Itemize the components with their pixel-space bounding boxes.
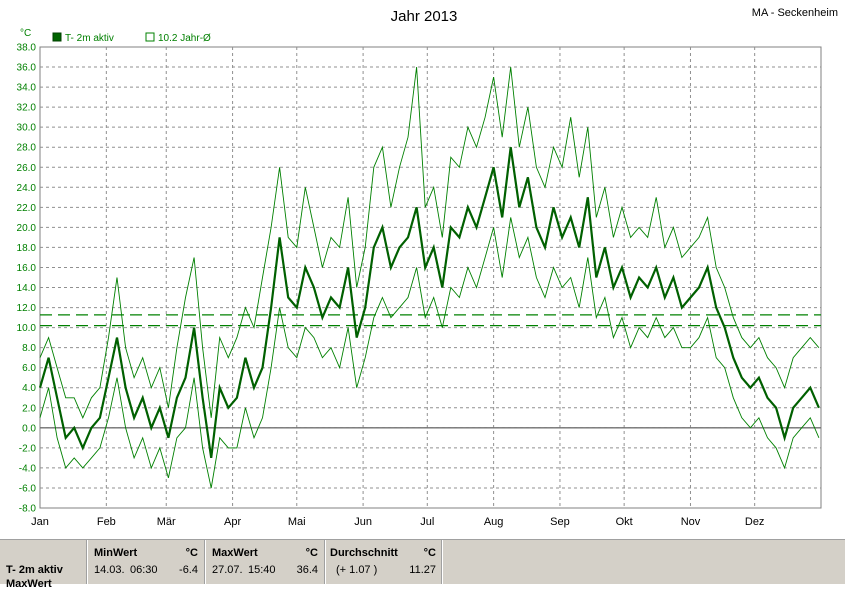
x-axis: Jan Feb Mär Apr Mai Jun Jul Aug Sep Okt Nov Dez bbox=[31, 516, 764, 528]
y-tick-label: 6.0 bbox=[22, 363, 36, 374]
stats-max-header: MaxWert bbox=[212, 547, 258, 559]
location-label: MA - Seckenheim bbox=[752, 7, 838, 19]
stats-avg-value: 11.27 bbox=[409, 564, 436, 576]
x-tick-label: Mär bbox=[157, 516, 176, 528]
y-tick-label: 12.0 bbox=[17, 303, 37, 314]
chart-title: Jahr 2013 bbox=[391, 8, 458, 25]
y-tick-label: 22.0 bbox=[17, 203, 37, 214]
x-tick-label: Mai bbox=[288, 516, 306, 528]
stats-min-date: 14.03. bbox=[94, 564, 125, 576]
y-tick-label: 28.0 bbox=[17, 143, 37, 154]
stats-min-value: -6.4 bbox=[179, 564, 198, 576]
stats-avg-unit: °C bbox=[423, 547, 436, 559]
chart: Jahr 2013 MA - Seckenheim °C T- 2m aktiv… bbox=[17, 7, 838, 528]
x-tick-label: Nov bbox=[681, 516, 701, 528]
stats-min-unit: °C bbox=[185, 547, 198, 559]
stats-avg-delta: (+ 1.07 ) bbox=[336, 564, 378, 576]
y-axis: -8.0 -6.0 -4.0 -2.0 0.0 2.0 4.0 6.0 8.0 10.0 12.0 1… bbox=[17, 43, 37, 515]
x-tick-label: Feb bbox=[97, 516, 116, 528]
series-min-line bbox=[39, 217, 820, 489]
stats-row-label: T- 2m aktiv bbox=[6, 564, 63, 576]
x-tick-label: Okt bbox=[616, 516, 633, 528]
stats-divider bbox=[441, 540, 443, 584]
stats-divider bbox=[204, 540, 206, 584]
stats-max-cell: MaxWert °C 27.07. 15:40 36.4 bbox=[208, 540, 322, 584]
legend-label-average: 10.2 Jahr-Ø bbox=[158, 33, 211, 44]
y-tick-label: -8.0 bbox=[19, 504, 37, 515]
stats-min-cell: MinWert °C 14.03. 06:30 -6.4 bbox=[90, 540, 202, 584]
series bbox=[38, 66, 820, 489]
x-tick-label: Jun bbox=[354, 516, 372, 528]
y-tick-label: 4.0 bbox=[22, 383, 36, 394]
y-tick-label: 32.0 bbox=[17, 103, 37, 114]
legend: T- 2m aktiv 10.2 Jahr-Ø bbox=[52, 32, 211, 44]
x-tick-label: Jan bbox=[31, 516, 49, 528]
y-tick-label: -2.0 bbox=[19, 443, 37, 454]
stats-min-header: MinWert bbox=[94, 547, 138, 559]
x-tick-label: Sep bbox=[550, 516, 570, 528]
x-tick-label: Apr bbox=[224, 516, 241, 528]
legend-label-actual: T- 2m aktiv bbox=[65, 33, 114, 44]
stats-row-label-cell: T- 2m aktiv MaxWert bbox=[6, 540, 86, 590]
stats-bar: T- 2m aktiv MaxWert MinWert °C 14.03. 06… bbox=[0, 539, 845, 590]
y-tick-label: 10.0 bbox=[17, 323, 37, 334]
y-tick-label: 20.0 bbox=[17, 223, 37, 234]
stats-max-time: 15:40 bbox=[248, 564, 276, 576]
stats-divider bbox=[86, 540, 88, 584]
y-tick-label: 38.0 bbox=[17, 43, 37, 54]
y-tick-label: 24.0 bbox=[17, 183, 37, 194]
legend-swatch-average bbox=[145, 32, 155, 42]
y-tick-label: 2.0 bbox=[22, 403, 36, 414]
y-tick-label: 30.0 bbox=[17, 123, 37, 134]
y-tick-label: 8.0 bbox=[22, 343, 36, 354]
stats-min-time: 06:30 bbox=[130, 564, 158, 576]
legend-swatch-actual bbox=[52, 32, 62, 42]
unit-label: °C bbox=[20, 28, 31, 39]
stats-max-value: 36.4 bbox=[296, 564, 318, 576]
y-tick-label: -6.0 bbox=[19, 483, 37, 494]
stats-max-unit: °C bbox=[305, 547, 318, 559]
y-tick-label: 36.0 bbox=[17, 63, 37, 74]
stats-divider bbox=[324, 540, 326, 584]
stats-row-label-2: MaxWert bbox=[6, 578, 52, 590]
y-tick-label: -4.0 bbox=[19, 463, 37, 474]
y-tick-label: 16.0 bbox=[17, 263, 37, 274]
series-max-line bbox=[39, 66, 820, 419]
y-tick-label: 0.0 bbox=[22, 423, 36, 434]
y-tick-label: 34.0 bbox=[17, 83, 37, 94]
series-mean-line bbox=[38, 147, 820, 459]
y-tick-label: 26.0 bbox=[17, 163, 37, 174]
x-tick-label: Jul bbox=[420, 516, 434, 528]
y-tick-label: 18.0 bbox=[17, 243, 37, 254]
x-tick-label: Dez bbox=[745, 516, 765, 528]
y-tick-label: 14.0 bbox=[17, 283, 37, 294]
x-tick-label: Aug bbox=[484, 516, 504, 528]
stats-avg-header: Durchschnitt bbox=[330, 547, 398, 559]
stats-max-date: 27.07. bbox=[212, 564, 243, 576]
stats-avg-cell: Durchschnitt °C (+ 1.07 ) 11.27 bbox=[328, 540, 440, 584]
